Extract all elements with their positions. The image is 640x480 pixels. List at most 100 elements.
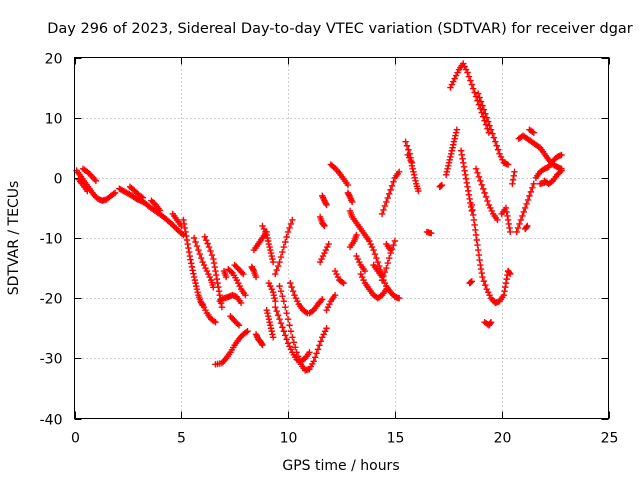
data-point bbox=[487, 319, 495, 326]
data-point bbox=[482, 193, 490, 201]
data-point bbox=[482, 110, 489, 117]
data-point bbox=[405, 146, 412, 153]
data-point bbox=[516, 220, 523, 228]
data-point bbox=[321, 249, 328, 257]
data-point bbox=[284, 228, 292, 236]
data-point bbox=[475, 173, 483, 181]
data-point bbox=[470, 85, 477, 92]
data-point bbox=[507, 228, 514, 236]
grid bbox=[74, 57, 609, 419]
data-point bbox=[264, 234, 271, 242]
data-point bbox=[479, 273, 486, 281]
data-point bbox=[237, 299, 245, 307]
data-point bbox=[191, 276, 199, 284]
data-point bbox=[462, 66, 470, 73]
data-point bbox=[323, 325, 330, 332]
data-point bbox=[474, 241, 481, 249]
data-point bbox=[267, 246, 274, 254]
data-point bbox=[269, 334, 277, 341]
data-point bbox=[252, 273, 260, 281]
data-point bbox=[487, 204, 494, 212]
data-point bbox=[373, 254, 380, 262]
data-point bbox=[190, 273, 198, 281]
data-point bbox=[259, 222, 266, 230]
data-point bbox=[178, 230, 186, 237]
data-point bbox=[477, 265, 485, 273]
data-point bbox=[185, 248, 193, 256]
data-point bbox=[181, 224, 189, 232]
data-point bbox=[92, 177, 100, 185]
data-point bbox=[509, 180, 516, 188]
data-point bbox=[471, 221, 478, 229]
data-point bbox=[110, 190, 117, 198]
data-point bbox=[474, 169, 481, 177]
data-point bbox=[242, 329, 250, 336]
data-point bbox=[483, 114, 490, 121]
data-point bbox=[459, 155, 466, 162]
data-point bbox=[279, 248, 286, 256]
data-point bbox=[318, 255, 325, 263]
data-markers bbox=[73, 60, 565, 374]
data-point bbox=[384, 259, 391, 267]
data-point bbox=[470, 216, 478, 224]
data-point bbox=[411, 174, 419, 182]
data-point bbox=[199, 258, 206, 266]
data-point bbox=[266, 243, 273, 251]
data-point bbox=[415, 187, 422, 195]
data-point bbox=[235, 322, 243, 329]
data-point bbox=[192, 279, 199, 287]
data-point bbox=[354, 255, 362, 263]
data-point bbox=[268, 252, 275, 260]
data-point bbox=[212, 267, 219, 275]
data-point bbox=[269, 255, 276, 263]
data-point bbox=[331, 267, 339, 275]
data-point bbox=[380, 206, 387, 214]
data-point bbox=[210, 318, 218, 325]
data-point bbox=[199, 300, 206, 308]
data-point bbox=[484, 118, 492, 125]
data-point bbox=[292, 344, 299, 351]
data-point bbox=[444, 165, 451, 173]
data-point bbox=[324, 243, 331, 251]
data-point bbox=[503, 208, 510, 216]
data-point bbox=[475, 251, 483, 259]
data-point bbox=[505, 220, 513, 228]
data-point bbox=[452, 132, 459, 139]
data-point bbox=[489, 130, 496, 137]
data-point bbox=[183, 236, 191, 244]
data-point bbox=[462, 171, 469, 179]
data-point bbox=[211, 263, 218, 271]
x-tick-label: 5 bbox=[177, 431, 186, 447]
data-point bbox=[283, 336, 290, 343]
data-point bbox=[284, 340, 292, 347]
data-point bbox=[475, 246, 482, 254]
data-point bbox=[458, 151, 466, 158]
data-point bbox=[265, 316, 273, 323]
data-point bbox=[264, 313, 272, 320]
data-point bbox=[180, 216, 187, 224]
data-point bbox=[506, 224, 513, 232]
data-point bbox=[213, 275, 221, 283]
data-point bbox=[287, 220, 295, 228]
data-point bbox=[250, 266, 257, 273]
data-point bbox=[273, 308, 280, 315]
y-tick-label: -20 bbox=[40, 292, 63, 308]
data-point bbox=[378, 210, 386, 218]
data-point bbox=[478, 269, 485, 277]
y-tick-label: 0 bbox=[54, 172, 63, 188]
y-axis-title: SDTVAR / TECUs bbox=[6, 181, 22, 296]
data-point bbox=[442, 171, 450, 179]
data-point bbox=[487, 320, 494, 327]
data-point bbox=[526, 192, 533, 200]
x-tick-label: 20 bbox=[494, 431, 512, 447]
data-point bbox=[233, 276, 241, 284]
data-point bbox=[486, 291, 493, 299]
data-point bbox=[371, 250, 379, 258]
data-point bbox=[357, 270, 364, 278]
data-point bbox=[519, 212, 526, 220]
data-point bbox=[460, 60, 467, 67]
data-point bbox=[488, 207, 495, 215]
data-point bbox=[380, 272, 387, 280]
data-point bbox=[360, 276, 367, 284]
